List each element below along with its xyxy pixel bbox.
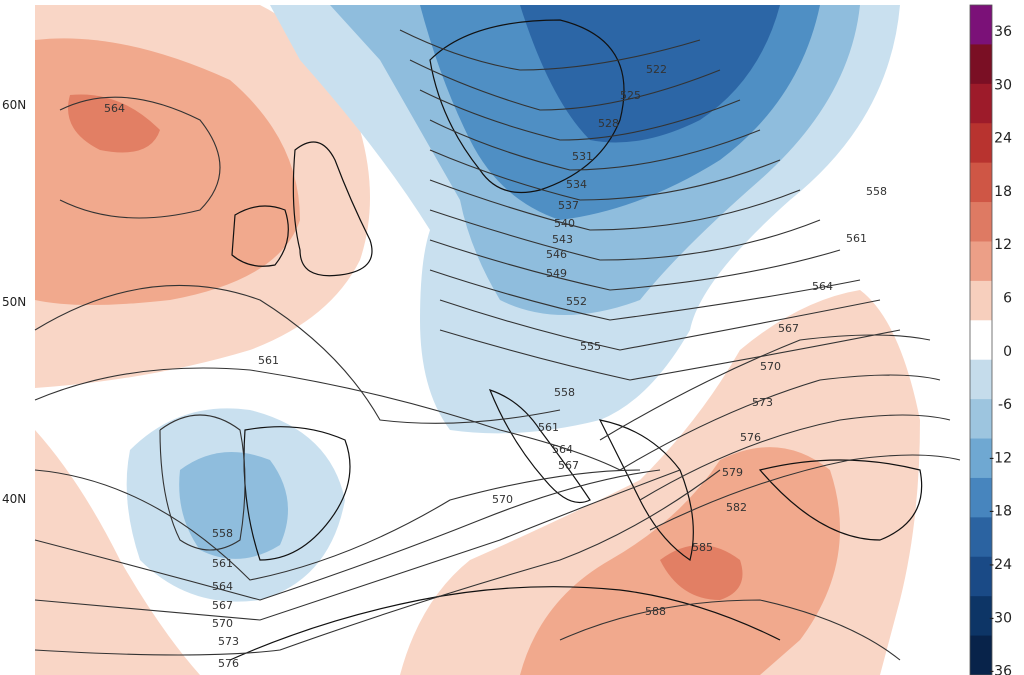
- contour-label: 570: [760, 360, 781, 373]
- colorbar-ticks: 36 30 24 18 12 6 0 -6 -12 -18 -24 -30 -36: [989, 24, 1012, 675]
- coastline-great-britain: [292, 141, 373, 277]
- warm-anomaly-aegean-core: [660, 545, 743, 600]
- coastline-north-africa: [229, 586, 781, 661]
- contour-label: 561: [846, 232, 867, 245]
- contour-label: 522: [646, 63, 667, 76]
- contour-label: 561: [538, 421, 559, 434]
- colorbar-block: [970, 399, 992, 440]
- colorbar-tick-label: 0: [1003, 344, 1012, 360]
- contour-label: 588: [645, 605, 666, 618]
- colorbar-tick-label: -12: [989, 450, 1012, 466]
- cold-anomaly-iberia-mid: [179, 452, 288, 559]
- coastline-ireland: [231, 205, 289, 267]
- contour-label: 549: [546, 267, 567, 280]
- colorbar-tick-label: 36: [994, 24, 1012, 40]
- contour-label: 561: [258, 354, 279, 367]
- colorbar-block: [970, 83, 992, 124]
- colorbar-tick-label: -30: [989, 610, 1012, 626]
- contour-label: 582: [726, 501, 747, 514]
- colorbar-tick-label: -24: [989, 557, 1012, 573]
- contour-label: 564: [552, 443, 573, 456]
- colorbar-border: [969, 4, 993, 675]
- geopotential-contours: [34, 29, 961, 661]
- colorbar-block: [970, 280, 992, 321]
- contour-labels: 564 561 558 561 564 567 570 573 576 522 …: [104, 63, 887, 670]
- lat-label-40: 40N: [2, 492, 26, 506]
- contour-label: 564: [212, 580, 233, 593]
- colorbar-block: [970, 556, 992, 597]
- latitude-labels: 60N 50N 40N: [2, 98, 26, 506]
- contour-label: 537: [558, 199, 579, 212]
- contour-label: 576: [740, 431, 761, 444]
- colorbar-tick-label: 6: [1003, 291, 1012, 307]
- colorbar-tick-label: 12: [994, 237, 1012, 253]
- contour-label: 579: [722, 466, 743, 479]
- colorbar-block: [970, 5, 992, 45]
- colorbar-block: [970, 635, 992, 675]
- colorbar-block: [970, 241, 992, 282]
- contour-label: 573: [218, 635, 239, 648]
- contour-label: 564: [104, 102, 125, 115]
- contour-label: 540: [554, 217, 575, 230]
- colorbar-block: [970, 202, 992, 242]
- contour-label: 561: [212, 557, 233, 570]
- contour-label: 564: [812, 280, 833, 293]
- contour-label: 558: [866, 185, 887, 198]
- contour-label: 570: [212, 617, 233, 630]
- colorbar-block: [970, 359, 992, 400]
- colorbar-block: [970, 123, 992, 164]
- colorbar-tick-label: -18: [989, 504, 1012, 520]
- contour-label: 567: [212, 599, 233, 612]
- colorbar-tick-label: 24: [994, 131, 1012, 147]
- contour-label: 543: [552, 233, 573, 246]
- contour-label: 555: [580, 340, 601, 353]
- contour-label: 585: [692, 541, 713, 554]
- colorbar-tick-label: -6: [998, 397, 1012, 413]
- lat-label-60: 60N: [2, 98, 26, 112]
- colorbar-blocks: [970, 5, 992, 675]
- contour-label: 534: [566, 178, 587, 191]
- contour-label: 552: [566, 295, 587, 308]
- contour-label: 531: [572, 150, 593, 163]
- contour-label: 573: [752, 396, 773, 409]
- contour-label: 558: [212, 527, 233, 540]
- colorbar-tick-label: -36: [989, 664, 1012, 675]
- colorbar-block: [970, 320, 992, 361]
- colorbar-block: [970, 44, 992, 85]
- warm-anomaly-core: [68, 94, 160, 153]
- contour-label: 567: [778, 322, 799, 335]
- colorbar: 36 30 24 18 12 6 0 -6 -12 -18 -24 -30 -36: [969, 4, 1012, 675]
- warm-anomaly-southwest: [35, 430, 200, 675]
- contour-label: 528: [598, 117, 619, 130]
- colorbar-block: [970, 517, 992, 558]
- anomaly-shading: [35, 5, 920, 675]
- colorbar-block: [970, 596, 992, 637]
- coastline-turkey: [758, 459, 923, 541]
- colorbar-block: [970, 477, 992, 518]
- cold-anomaly-scandinavia-deep: [520, 5, 780, 143]
- contour-label: 567: [558, 459, 579, 472]
- contour-label: 576: [218, 657, 239, 670]
- colorbar-tick-label: 18: [994, 184, 1012, 200]
- colorbar-block: [970, 162, 992, 203]
- coastline-scandinavia: [429, 19, 625, 194]
- contour-label: 546: [546, 248, 567, 261]
- coastline-iberia: [243, 426, 351, 561]
- contour-label: 570: [492, 493, 513, 506]
- contour-label: 558: [554, 386, 575, 399]
- colorbar-tick-label: 30: [994, 77, 1012, 93]
- colorbar-block: [970, 438, 992, 479]
- contour-label: 525: [620, 89, 641, 102]
- lat-label-50: 50N: [2, 295, 26, 309]
